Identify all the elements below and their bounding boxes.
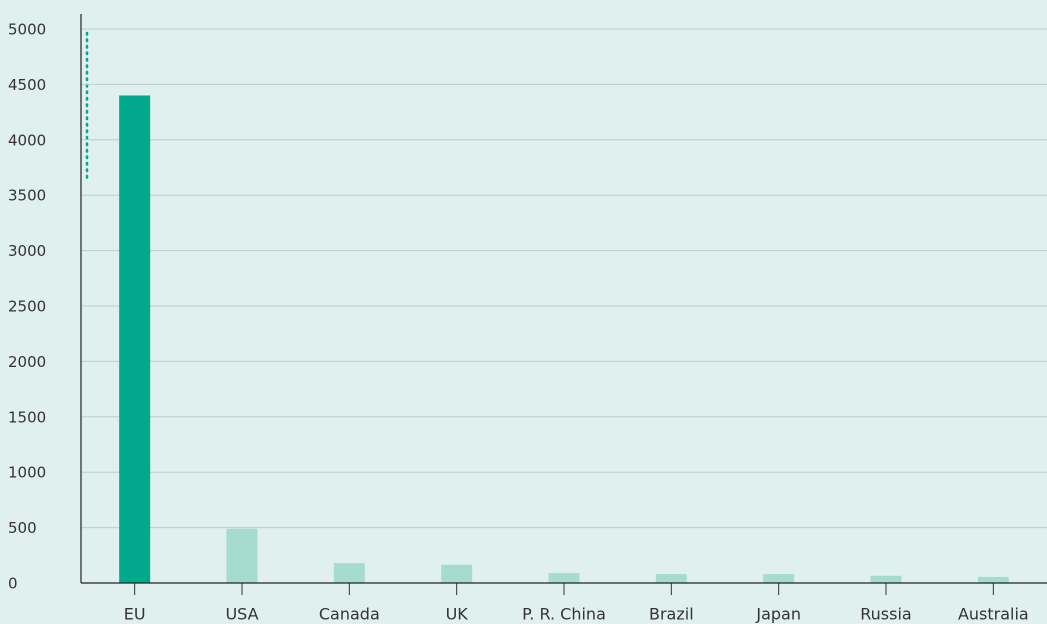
bar [870, 575, 902, 583]
x-tick-label: Brazil [649, 605, 694, 624]
x-tick-label: Canada [319, 605, 380, 624]
bar [333, 563, 365, 583]
y-tick-label: 2500 [8, 298, 46, 316]
y-tick-label: 2000 [8, 353, 46, 371]
x-tick-label: Australia [958, 605, 1029, 624]
x-tick-label: USA [225, 605, 258, 624]
y-tick-label: 3000 [8, 242, 46, 260]
bar [441, 564, 473, 583]
bar [548, 573, 580, 583]
y-tick-label: 500 [8, 519, 37, 537]
x-tick-label: EU [124, 605, 146, 624]
bar [763, 574, 795, 583]
x-tick-label: UK [446, 605, 469, 624]
x-tick-label: Japan [755, 605, 801, 624]
y-tick-label: 5000 [8, 21, 46, 39]
bar [119, 95, 151, 583]
y-tick-label: 4500 [8, 76, 46, 94]
bar [977, 576, 1009, 583]
y-tick-label: 4000 [8, 131, 46, 149]
bar [226, 528, 258, 583]
y-tick-label: 1000 [8, 464, 46, 482]
y-tick-label: 3500 [8, 187, 46, 205]
x-tick-label: Russia [860, 605, 911, 624]
y-tick-label: 0 [8, 575, 18, 593]
bar [655, 574, 687, 583]
y-tick-label: 1500 [8, 408, 46, 426]
x-tick-label: P. R. China [522, 605, 606, 624]
